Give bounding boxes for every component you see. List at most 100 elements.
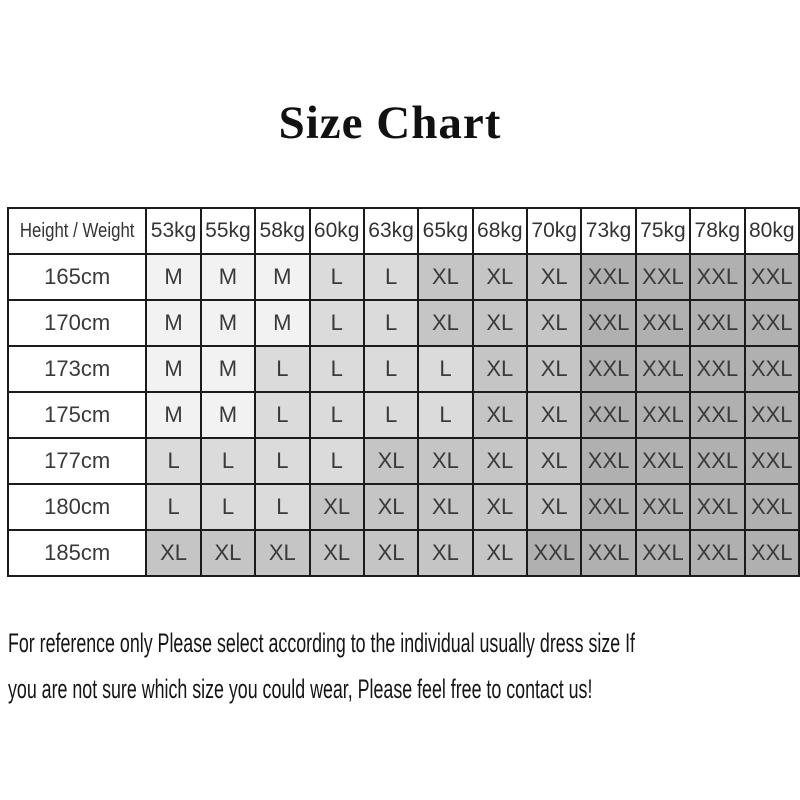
size-cell: XXL bbox=[743, 253, 800, 301]
weight-header-53kg: 53kg bbox=[145, 207, 202, 255]
size-cell: M bbox=[199, 391, 257, 439]
size-cell: XL bbox=[417, 483, 474, 531]
size-cell: XL bbox=[417, 437, 474, 485]
size-cell: XXL bbox=[689, 529, 746, 577]
size-cell: XXL bbox=[689, 437, 746, 485]
size-chart-table: Height / Weight 53kg 55kg 58kg 60kg 63kg 65kg… bbox=[6, 207, 800, 577]
size-cell: L bbox=[199, 483, 257, 531]
size-cell: XXL bbox=[743, 345, 800, 393]
size-cell: XXL bbox=[580, 483, 637, 531]
weight-header-73kg: 73kg bbox=[580, 207, 637, 255]
size-cell: XL bbox=[362, 529, 420, 577]
size-cell: XL bbox=[525, 299, 583, 347]
size-cell: L bbox=[308, 299, 365, 347]
height-label-173cm: 173cm bbox=[6, 345, 148, 393]
corner-header-label: Height / Weight bbox=[19, 220, 135, 242]
size-cell: XL bbox=[471, 299, 529, 347]
size-cell: L bbox=[308, 345, 365, 393]
size-cell: L bbox=[308, 253, 365, 301]
size-cell: XL bbox=[471, 437, 529, 485]
height-label-170cm: 170cm bbox=[6, 299, 148, 347]
size-cell: XXL bbox=[689, 253, 746, 301]
size-cell: XL bbox=[525, 253, 583, 301]
size-cell: L bbox=[362, 299, 420, 347]
size-cell: XXL bbox=[634, 299, 692, 347]
size-cell: XXL bbox=[580, 391, 637, 439]
size-cell: M bbox=[145, 299, 202, 347]
height-label-177cm: 177cm bbox=[6, 437, 148, 485]
size-cell: M bbox=[199, 299, 257, 347]
size-cell: L bbox=[362, 391, 420, 439]
size-cell: XXL bbox=[634, 253, 692, 301]
size-cell: XXL bbox=[580, 345, 637, 393]
size-cell: XL bbox=[525, 437, 583, 485]
size-cell: XL bbox=[199, 529, 257, 577]
size-cell: L bbox=[417, 391, 474, 439]
note-text: For reference only Please select accordi… bbox=[8, 620, 734, 712]
size-cell: M bbox=[145, 253, 202, 301]
size-cell: XL bbox=[471, 529, 529, 577]
size-cell: XL bbox=[254, 529, 311, 577]
weight-header-75kg: 75kg bbox=[634, 207, 692, 255]
height-label-165cm: 165cm bbox=[6, 253, 148, 301]
size-cell: XXL bbox=[689, 299, 746, 347]
size-cell: XXL bbox=[634, 437, 692, 485]
size-cell: XXL bbox=[743, 391, 800, 439]
size-cell: XL bbox=[525, 391, 583, 439]
size-cell: XL bbox=[308, 483, 365, 531]
size-cell: XXL bbox=[634, 391, 692, 439]
size-cell: XL bbox=[471, 345, 529, 393]
size-cell: XL bbox=[417, 299, 474, 347]
weight-header-68kg: 68kg bbox=[471, 207, 529, 255]
size-cell: XL bbox=[471, 391, 529, 439]
size-cell: L bbox=[254, 391, 311, 439]
size-cell: XXL bbox=[743, 529, 800, 577]
table-row-173cm: 173cm M M L L L L XL XL XXL XXL XXL XXL bbox=[6, 345, 800, 393]
size-cell: XL bbox=[362, 437, 420, 485]
size-cell: XXL bbox=[689, 345, 746, 393]
corner-header-cell: Height / Weight bbox=[6, 207, 148, 255]
height-label-185cm: 185cm bbox=[6, 529, 148, 577]
note-line-1: For reference only Please select accordi… bbox=[8, 628, 635, 658]
size-cell: M bbox=[254, 253, 311, 301]
size-cell: XXL bbox=[580, 437, 637, 485]
weight-header-63kg: 63kg bbox=[362, 207, 420, 255]
size-cell: XXL bbox=[634, 529, 692, 577]
size-cell: L bbox=[254, 345, 311, 393]
table-row-177cm: 177cm L L L L XL XL XL XL XXL XXL XXL XXL bbox=[6, 437, 800, 485]
size-cell: XL bbox=[417, 253, 474, 301]
table-row-170cm: 170cm M M M L L XL XL XL XXL XXL XXL XXL bbox=[6, 299, 800, 347]
size-cell: L bbox=[362, 253, 420, 301]
size-cell: XXL bbox=[743, 437, 800, 485]
size-cell: XXL bbox=[525, 529, 583, 577]
size-cell: XXL bbox=[634, 345, 692, 393]
size-cell: L bbox=[308, 437, 365, 485]
size-cell: XL bbox=[362, 483, 420, 531]
size-cell: XXL bbox=[743, 299, 800, 347]
note-line-2: you are not sure which size you could we… bbox=[8, 674, 593, 704]
page-title: Size Chart bbox=[278, 97, 502, 149]
height-label-180cm: 180cm bbox=[6, 483, 148, 531]
table-row-185cm: 185cm XL XL XL XL XL XL XL XXL XXL XXL XXL XXL bbox=[6, 529, 800, 577]
size-cell: L bbox=[417, 345, 474, 393]
size-cell: L bbox=[145, 437, 202, 485]
size-cell: L bbox=[308, 391, 365, 439]
size-cell: M bbox=[254, 299, 311, 347]
size-cell: L bbox=[362, 345, 420, 393]
size-cell: M bbox=[199, 253, 257, 301]
weight-header-78kg: 78kg bbox=[689, 207, 746, 255]
size-cell: M bbox=[199, 345, 257, 393]
size-cell: XXL bbox=[743, 483, 800, 531]
table-header-row: Height / Weight 53kg 55kg 58kg 60kg 63kg 65kg… bbox=[6, 207, 800, 255]
weight-header-70kg: 70kg bbox=[525, 207, 583, 255]
size-cell: XXL bbox=[580, 529, 637, 577]
size-cell: XL bbox=[417, 529, 474, 577]
size-cell: M bbox=[145, 391, 202, 439]
table-row-175cm: 175cm M M L L L L XL XL XXL XXL XXL XXL bbox=[6, 391, 800, 439]
size-cell: M bbox=[145, 345, 202, 393]
size-cell: XL bbox=[525, 345, 583, 393]
table-row-165cm: 165cm M M M L L XL XL XL XXL XXL XXL XXL bbox=[6, 253, 800, 301]
size-cell: L bbox=[199, 437, 257, 485]
size-cell: L bbox=[145, 483, 202, 531]
